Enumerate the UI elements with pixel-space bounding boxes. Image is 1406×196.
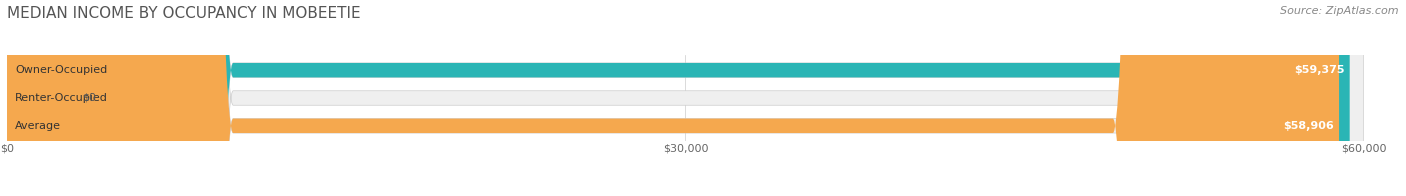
Text: Renter-Occupied: Renter-Occupied (15, 93, 108, 103)
FancyBboxPatch shape (7, 0, 1364, 196)
FancyBboxPatch shape (7, 0, 41, 196)
Text: Average: Average (15, 121, 62, 131)
FancyBboxPatch shape (7, 0, 1350, 196)
FancyBboxPatch shape (7, 0, 1364, 196)
FancyBboxPatch shape (7, 0, 1339, 196)
Text: $59,375: $59,375 (1294, 65, 1344, 75)
Text: Owner-Occupied: Owner-Occupied (15, 65, 107, 75)
Text: $58,906: $58,906 (1282, 121, 1334, 131)
Text: $0: $0 (82, 93, 96, 103)
FancyBboxPatch shape (7, 0, 1364, 196)
Text: MEDIAN INCOME BY OCCUPANCY IN MOBEETIE: MEDIAN INCOME BY OCCUPANCY IN MOBEETIE (7, 6, 361, 21)
Text: Source: ZipAtlas.com: Source: ZipAtlas.com (1281, 6, 1399, 16)
